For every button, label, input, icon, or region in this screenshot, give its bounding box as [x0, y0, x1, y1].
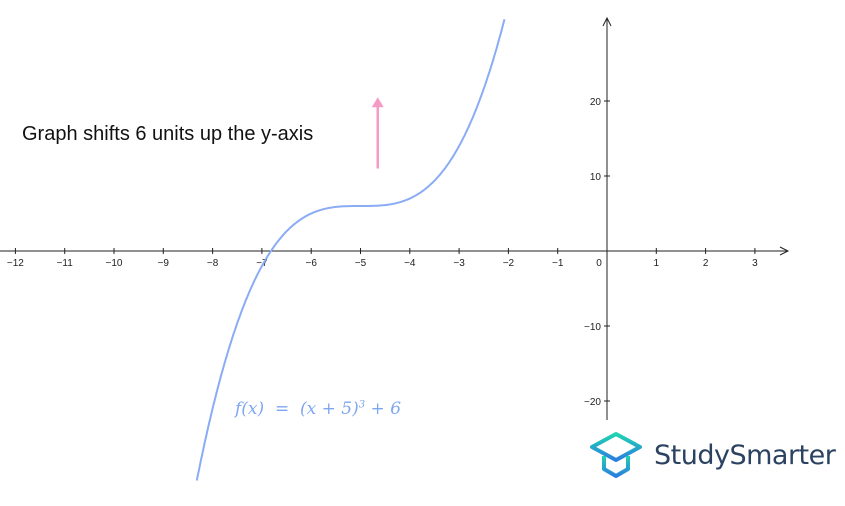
x-tick-label: 1 [654, 258, 660, 269]
x-tick-label: −12 [7, 258, 24, 269]
shift-annotation: Graph shifts 6 units up the y-axis [22, 123, 314, 145]
x-tick-label: 2 [703, 258, 709, 269]
x-tick-label: −10 [106, 258, 123, 269]
x-tick-label: −9 [158, 258, 170, 269]
studysmarter-logo: StudySmarter [588, 431, 836, 479]
y-tick-label: −20 [584, 397, 601, 408]
shift-arrow-head [371, 97, 384, 108]
y-tick-label: 20 [590, 97, 602, 108]
x-tick-label: −8 [207, 258, 219, 269]
x-tick-label: −4 [404, 258, 416, 269]
x-tick-label: −3 [453, 258, 465, 269]
x-tick-label: −11 [57, 258, 74, 269]
x-tick-label: −1 [552, 258, 564, 269]
axes [0, 16, 790, 420]
x-tick-label: −6 [305, 258, 317, 269]
x-tick-label: −5 [355, 258, 367, 269]
x-tick-label: 0 [596, 258, 602, 269]
logo-text: StudySmarter [654, 439, 836, 471]
ticks: −12 −11 −10 −9 −8 −7 −6 −5 −4 −3 −2 −1 0 1 2 3−20−10102… [7, 97, 758, 408]
y-axis-arrow [602, 16, 612, 27]
y-tick-label: 10 [590, 172, 602, 183]
function-curve [195, 19, 506, 481]
x-tick-label: 3 [752, 258, 758, 269]
y-tick-label: −10 [584, 322, 601, 333]
logo-box-icon [590, 432, 642, 478]
x-tick-label: −7 [256, 258, 268, 269]
function-label: f(x) = (x + 5)3 + 6 [235, 399, 402, 419]
x-tick-label: −2 [503, 258, 515, 269]
x-axis-arrow [779, 246, 790, 256]
